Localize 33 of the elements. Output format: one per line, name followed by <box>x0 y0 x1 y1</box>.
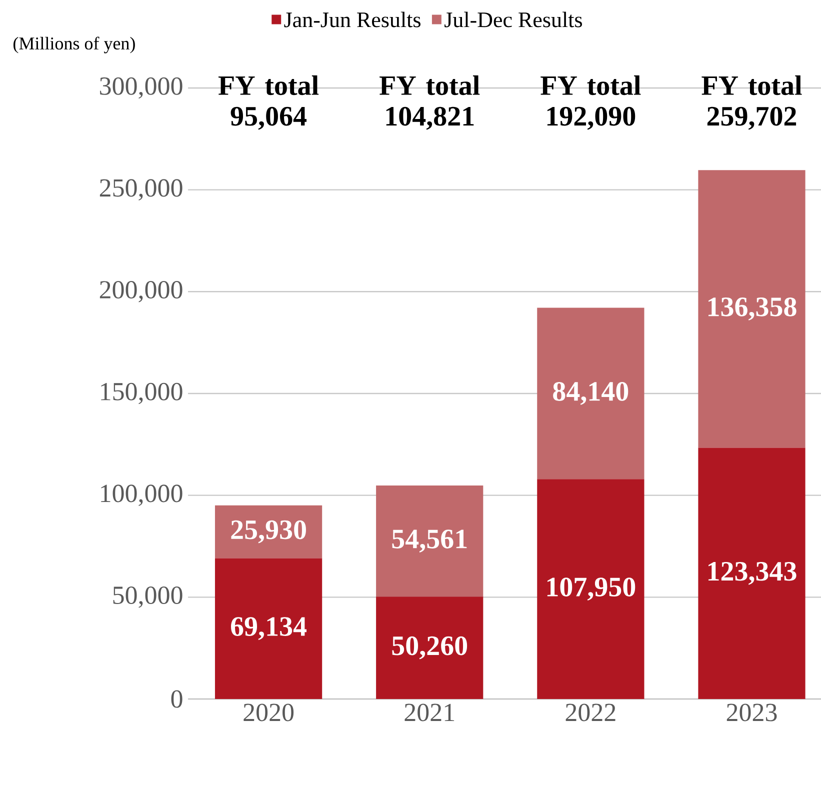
legend-label: Jan-Jun Results <box>284 12 420 28</box>
annotation: FY total 95,064 <box>218 75 319 130</box>
bar <box>214 558 322 699</box>
data-label: 107,950 <box>547 578 636 601</box>
data-label: 123,343 <box>708 562 796 585</box>
bar <box>376 486 484 597</box>
bar <box>698 448 806 699</box>
x-tick-label: 2022 <box>566 704 616 722</box>
bar <box>537 479 644 699</box>
data-label: 25,930 <box>231 520 306 544</box>
y-axis-title: (Millions of yen) <box>14 36 135 54</box>
y-tick-label: 0 <box>171 690 182 708</box>
data-label: 136,358 <box>708 297 796 320</box>
y-tick-label: 50,000 <box>113 586 182 608</box>
bar <box>376 596 484 699</box>
x-tick-label: 2020 <box>244 704 294 722</box>
y-tick-label: 200,000 <box>100 281 182 302</box>
data-label: 54,561 <box>392 530 467 553</box>
y-tick-label: 300,000 <box>100 77 182 99</box>
y-tick-label: 150,000 <box>101 382 182 404</box>
y-tick-label: 100,000 <box>101 484 182 506</box>
data-label: 69,134 <box>231 617 307 640</box>
annotation: FY total 192,090 <box>540 75 641 130</box>
data-label: 50,260 <box>392 636 468 660</box>
annotation: FY total 259,702 <box>702 75 802 130</box>
annotation: FY total 104,821 <box>380 75 480 130</box>
data-label: 84,140 <box>553 382 628 405</box>
bar <box>537 308 644 480</box>
x-tick-label: 2021 <box>404 704 454 722</box>
x-tick-label: 2023 <box>726 704 777 722</box>
legend-label: Jul-Dec Results <box>444 12 582 28</box>
bar <box>698 170 806 448</box>
y-tick-label: 250,000 <box>100 179 182 200</box>
